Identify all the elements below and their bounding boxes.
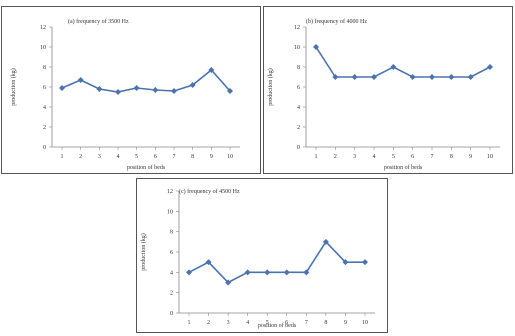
- chart-a-data-point: [189, 82, 196, 88]
- chart-b-x-tick-label: 2: [334, 154, 337, 160]
- chart-b-x-label: position of beds: [384, 164, 423, 171]
- chart-b-data-point: [390, 64, 397, 70]
- chart-c-y-tick-label: 6: [170, 250, 173, 256]
- chart-c-data-point: [244, 269, 251, 276]
- chart-a-data-point: [208, 67, 215, 73]
- chart-c-data-point: [283, 269, 290, 276]
- chart-b-data-point: [487, 64, 493, 70]
- chart-b-data-point: [313, 44, 319, 50]
- chart-a-data-point: [171, 88, 177, 94]
- chart-b-y-tick-label: 8: [297, 65, 300, 71]
- chart-a-x-tick-label: 10: [227, 154, 233, 160]
- chart-b-data-point: [332, 74, 339, 80]
- chart-a-y-tick-label: 8: [43, 65, 46, 71]
- chart-b-x-tick-label: 10: [487, 154, 493, 160]
- chart-a-x-tick-label: 1: [61, 154, 64, 160]
- chart-a-x-tick-label: 8: [191, 154, 194, 160]
- chart-b-title: (b) frequency of 4000 Hz: [306, 18, 367, 25]
- chart-b-data-point: [371, 74, 377, 80]
- chart-c-y-label: production (kg): [140, 233, 147, 271]
- chart-c-x-tick-label: 10: [362, 320, 368, 326]
- chart-c-data-point: [303, 269, 310, 276]
- chart-panel-c: (c) frequency of 4500 Hz 0 2 4 6 8 10 12 1 2 3 4 5 6 7…: [136, 178, 388, 333]
- chart-a-y-tick-label: 4: [43, 105, 46, 111]
- chart-c-y-tick-label: 8: [170, 230, 173, 236]
- chart-b-data-point: [429, 74, 435, 80]
- chart-a-x-tick-label: 7: [173, 154, 176, 160]
- chart-c-data-point: [342, 259, 349, 266]
- chart-a-data-point: [59, 85, 65, 91]
- chart-a-data-point: [227, 88, 233, 94]
- chart-a-x-label: position of beds: [127, 164, 166, 171]
- chart-a-data-point: [96, 86, 103, 92]
- chart-b-x-tick-label: 8: [450, 154, 453, 160]
- chart-a-x-tick-label: 3: [98, 154, 101, 160]
- chart-c-x-tick-label: 7: [305, 320, 308, 326]
- chart-b-x-tick-label: 9: [469, 154, 472, 160]
- chart-a-y-tick-label: 0: [43, 145, 46, 151]
- chart-b-x-tick-label: 5: [392, 154, 395, 160]
- chart-c-x-tick-label: 9: [344, 320, 347, 326]
- chart-c-x-tick-label: 1: [188, 320, 191, 326]
- chart-c-x-tick-label: 2: [207, 320, 210, 326]
- chart-a-x-tick-label: 9: [210, 154, 213, 160]
- chart-b-x-tick-label: 1: [315, 154, 318, 160]
- chart-c-data-point: [205, 259, 212, 266]
- chart-a-x-tick-label: 2: [79, 154, 82, 160]
- chart-c-x-tick-label: 6: [285, 320, 288, 326]
- chart-b-data-point: [448, 74, 455, 80]
- chart-b-x-tick-label: 4: [373, 154, 376, 160]
- chart-a-data-point: [152, 87, 159, 93]
- chart-c-title: (c) frequency of 4500 Hz: [179, 188, 240, 195]
- chart-c-data-point: [264, 269, 271, 276]
- chart-c-data-point: [186, 269, 192, 276]
- chart-c-x-tick-label: 5: [266, 320, 269, 326]
- chart-c-y-tick-label: 2: [170, 291, 173, 297]
- chart-a-x-tick-label: 5: [135, 154, 138, 160]
- chart-a-x-tick-label: 4: [117, 154, 120, 160]
- chart-b-y-tick-label: 12: [294, 25, 300, 31]
- chart-b-y-label: production (kg): [267, 68, 274, 106]
- chart-c-series-line: [188, 240, 365, 284]
- chart-b-y-tick-label: 4: [297, 105, 300, 111]
- chart-c-data-point: [225, 279, 232, 286]
- chart-panel-b: (b) frequency of 4000 Hz 0 2 4 6 8 10 12 1 2 3 4 5 6 7…: [263, 6, 513, 174]
- chart-a-data-point: [115, 89, 121, 95]
- chart-a-data-point: [77, 77, 84, 83]
- chart-b-x-tick-label: 6: [411, 154, 414, 160]
- chart-b-x-tick-label: 7: [431, 154, 434, 160]
- chart-b-y-tick-label: 0: [297, 145, 300, 151]
- chart-b-data-point: [409, 74, 416, 80]
- chart-b-y-tick-label: 10: [294, 45, 300, 51]
- chart-c-x-tick-label: 8: [324, 320, 327, 326]
- chart-c-y-tick-label: 4: [170, 270, 173, 276]
- chart-b-y-tick-label: 6: [297, 85, 300, 91]
- chart-a-y-tick-label: 12: [40, 25, 46, 31]
- chart-b-series-line: [315, 46, 491, 78]
- chart-c-x-label: position of beds: [258, 322, 297, 329]
- chart-b-data-point: [351, 74, 358, 80]
- chart-b-y-tick-label: 2: [297, 125, 300, 131]
- chart-b-data-point: [467, 74, 474, 80]
- chart-a-x-tick-label: 6: [154, 154, 157, 160]
- chart-a-y-tick-label: 6: [43, 85, 46, 91]
- chart-c-y-tick-label: 0: [170, 311, 173, 317]
- chart-c-data-point: [362, 259, 368, 266]
- chart-panel-a: (a) frequency of 3500 Hz 0 2 4 6 8 10 12 1 2 3 4 5 6 7…: [1, 6, 261, 174]
- chart-a-y-tick-label: 10: [40, 45, 46, 51]
- chart-c-x-tick-label: 4: [246, 320, 249, 326]
- chart-a-y-label: production (kg): [10, 68, 17, 106]
- chart-c-x-tick-label: 3: [227, 320, 230, 326]
- chart-a-y-tick-label: 2: [43, 125, 46, 131]
- chart-a-data-point: [133, 85, 140, 91]
- chart-b-x-tick-label: 3: [353, 154, 356, 160]
- chart-c-y-tick-label: 12: [167, 189, 173, 195]
- chart-a-series-line: [61, 68, 231, 93]
- chart-a-title: (a) frequency of 3500 Hz: [68, 18, 129, 25]
- chart-c-y-tick-label: 10: [167, 209, 173, 215]
